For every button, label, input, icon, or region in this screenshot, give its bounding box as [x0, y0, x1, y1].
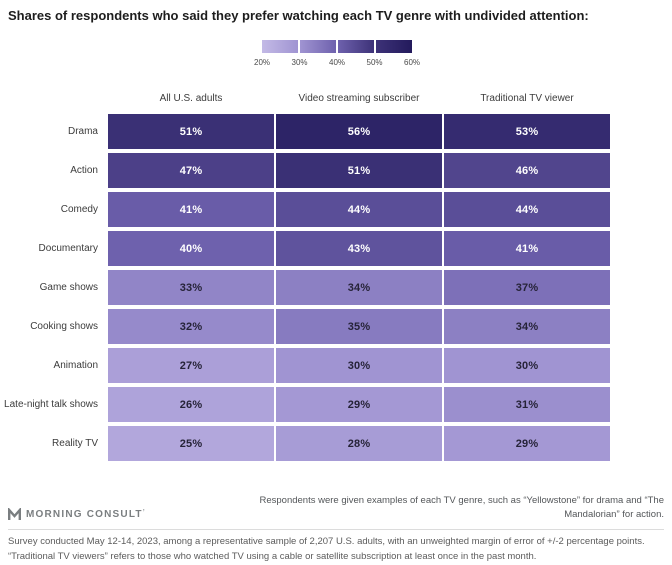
heatmap-cell: 34% [444, 309, 610, 344]
legend-segment [262, 40, 298, 53]
row-label: Comedy [60, 204, 98, 215]
heatmap-body: Drama 51% 56% 53% Action 47% 51% 46% Comedy 41% 44… [0, 114, 612, 461]
heatmap-row: Drama 51% 56% 53% [0, 114, 612, 149]
row-label: Game shows [39, 282, 98, 293]
row-label: Cooking shows [30, 321, 98, 332]
chart-title: Shares of respondents who said they pref… [8, 8, 589, 23]
heatmap-row: Late-night talk shows 26% 29% 31% [0, 387, 612, 422]
heatmap-cell: 44% [276, 192, 442, 227]
row-label: Action [70, 165, 98, 176]
heatmap-row: Action 47% 51% 46% [0, 153, 612, 188]
heatmap-cell: 53% [444, 114, 610, 149]
row-label: Drama [67, 126, 98, 137]
heatmap-cell: 51% [276, 153, 442, 188]
legend-tick-label: 30% [291, 58, 308, 67]
methodology-note: Respondents were given examples of each … [259, 495, 664, 520]
heatmap-cell: 28% [276, 426, 442, 461]
heatmap-cell: 46% [444, 153, 610, 188]
footer-divider [8, 529, 664, 530]
legend-segment [300, 40, 336, 53]
heatmap-cell: 41% [108, 192, 274, 227]
color-scale-legend [262, 40, 412, 53]
brand-logo: MORNING CONSULT’ [8, 508, 146, 521]
heatmap-cell: 41% [444, 231, 610, 266]
color-scale-ticks: 20% 30% 40% 50% 60% [254, 58, 420, 68]
heatmap-cell: 30% [444, 348, 610, 383]
heatmap-cell: 40% [108, 231, 274, 266]
heatmap-cell: 47% [108, 153, 274, 188]
heatmap-row: Animation 27% 30% 30% [0, 348, 612, 383]
row-label: Animation [53, 360, 98, 371]
heatmap-cell: 37% [444, 270, 610, 305]
heatmap-cell: 51% [108, 114, 274, 149]
legend-tick-label: 60% [403, 58, 421, 67]
heatmap-cell: 44% [444, 192, 610, 227]
heatmap-cell: 30% [276, 348, 442, 383]
survey-footnote: Survey conducted May 12-14, 2023, among … [8, 536, 645, 562]
heatmap-cell: 35% [276, 309, 442, 344]
legend-tick-label: 20% [253, 58, 271, 67]
heatmap-row: Documentary 40% 43% 41% [0, 231, 612, 266]
heatmap-cell: 32% [108, 309, 274, 344]
legend-segment [376, 40, 412, 53]
heatmap-cell: 25% [108, 426, 274, 461]
heatmap-cell: 31% [444, 387, 610, 422]
heatmap-header-row: All U.S. adults Video streaming subscribe… [0, 92, 612, 106]
heatmap-cell: 29% [276, 387, 442, 422]
legend-tick-label: 50% [366, 58, 383, 67]
header-spacer [0, 92, 106, 106]
heatmap-cell: 56% [276, 114, 442, 149]
row-label: Reality TV [52, 438, 98, 449]
column-header: Traditional TV viewer [480, 93, 574, 104]
legend-segment [338, 40, 374, 53]
heatmap-cell: 26% [108, 387, 274, 422]
heatmap-cell: 29% [444, 426, 610, 461]
row-label: Documentary [38, 243, 98, 254]
brand-name: MORNING CONSULT’ [26, 509, 146, 520]
morning-consult-m-icon [8, 508, 21, 520]
heatmap-cell: 33% [108, 270, 274, 305]
heatmap-cell: 43% [276, 231, 442, 266]
heatmap-row: Reality TV 25% 28% 29% [0, 426, 612, 461]
heatmap-cell: 27% [108, 348, 274, 383]
heatmap-cell: 34% [276, 270, 442, 305]
column-header: Video streaming subscriber [298, 93, 420, 104]
legend-tick-label: 40% [328, 58, 346, 67]
column-header: All U.S. adults [159, 93, 223, 104]
heatmap-row: Cooking shows 32% 35% 34% [0, 309, 612, 344]
heatmap-row: Comedy 41% 44% 44% [0, 192, 612, 227]
row-label: Late-night talk shows [4, 399, 98, 410]
heatmap: All U.S. adults Video streaming subscribe… [0, 92, 612, 465]
heatmap-row: Game shows 33% 34% 37% [0, 270, 612, 305]
trademark-mark: ’ [142, 509, 146, 516]
